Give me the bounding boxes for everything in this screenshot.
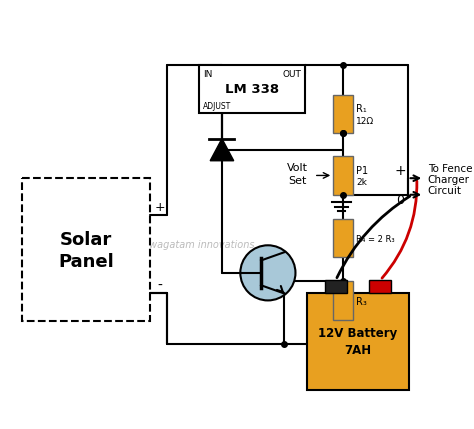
Text: Set: Set	[288, 176, 307, 186]
FancyArrowPatch shape	[382, 181, 417, 278]
Polygon shape	[210, 139, 234, 161]
Text: R₄ = 2 R₃: R₄ = 2 R₃	[356, 235, 395, 244]
Text: LM 338: LM 338	[225, 82, 279, 96]
Text: Volt: Volt	[287, 163, 308, 173]
Text: To Fence: To Fence	[428, 164, 472, 174]
FancyArrowPatch shape	[337, 196, 410, 278]
Text: 12Ω: 12Ω	[356, 117, 374, 126]
Text: R₁: R₁	[356, 104, 367, 114]
Text: Panel: Panel	[58, 253, 114, 271]
Text: Circuit: Circuit	[428, 186, 462, 196]
Text: +: +	[394, 164, 406, 178]
Text: -: -	[157, 279, 162, 293]
Bar	[199, 65, 305, 113]
Text: 7AH: 7AH	[345, 344, 372, 357]
Text: OUT: OUT	[282, 70, 301, 79]
Text: Solar: Solar	[60, 231, 112, 249]
Text: 12V Battery: 12V Battery	[319, 327, 398, 341]
Text: +: +	[154, 201, 165, 214]
Bar	[308, 293, 409, 390]
Bar	[333, 219, 353, 257]
Text: IN: IN	[203, 70, 212, 79]
Text: Charger: Charger	[428, 175, 470, 185]
Text: swagatam innovations: swagatam innovations	[144, 240, 255, 250]
Bar	[22, 178, 150, 320]
Text: R₃: R₃	[356, 297, 367, 307]
Text: ADJUST: ADJUST	[203, 102, 231, 111]
Text: 2k: 2k	[356, 178, 367, 187]
Bar	[369, 280, 391, 293]
Text: 0: 0	[396, 194, 404, 207]
Bar	[333, 156, 353, 195]
Bar	[333, 94, 353, 133]
Circle shape	[240, 245, 295, 300]
Bar	[333, 281, 353, 320]
Bar	[325, 280, 347, 293]
Text: P1: P1	[356, 166, 368, 176]
